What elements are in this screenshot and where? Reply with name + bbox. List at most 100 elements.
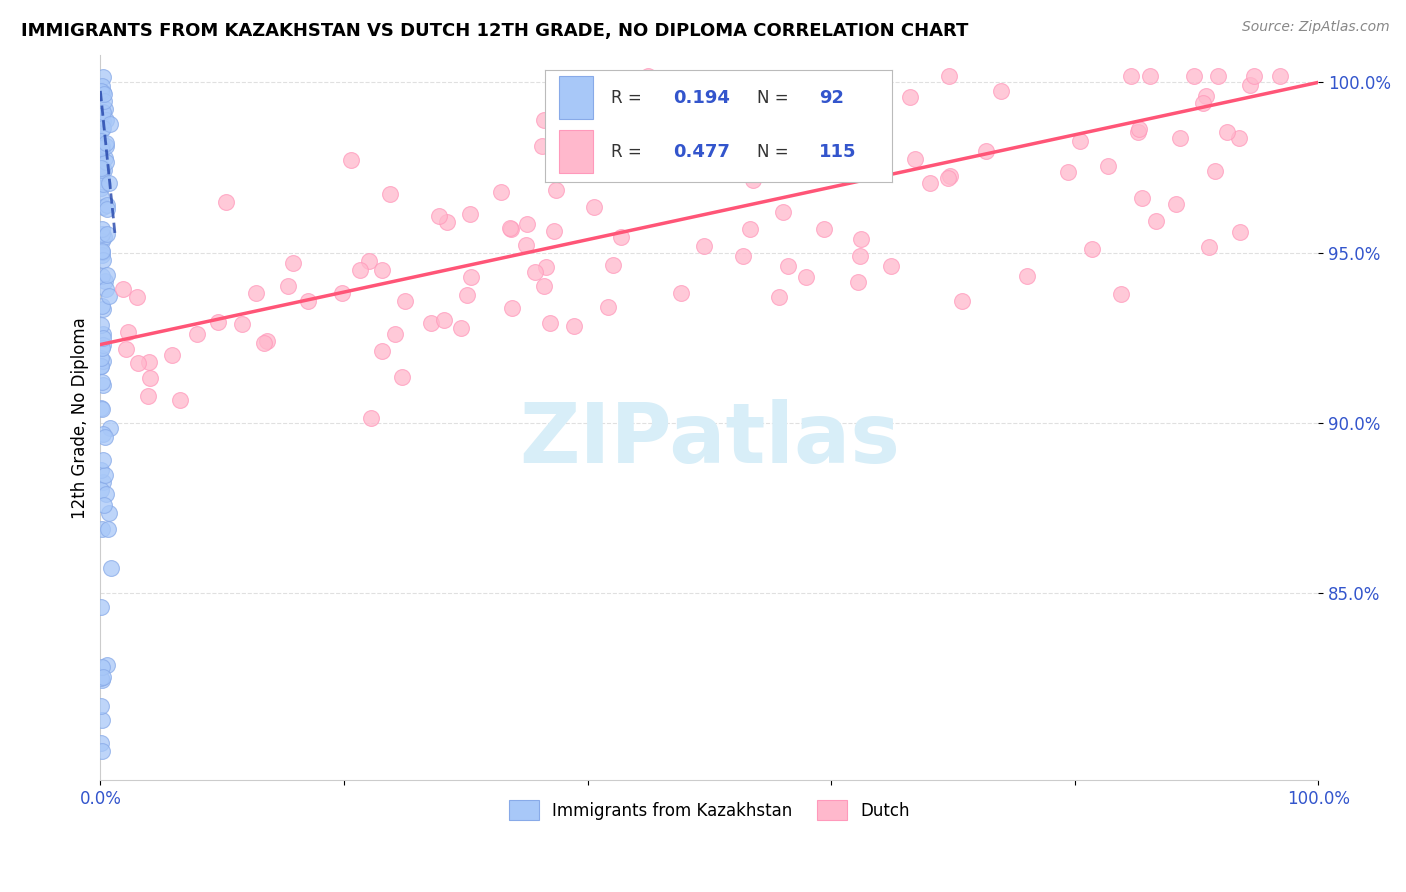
Point [974, 145, 997, 159]
Point [231, 317, 253, 331]
Point [91, 85, 114, 99]
Point [433, 313, 456, 327]
Point [94, 487, 117, 501]
Point [277, 278, 299, 293]
Point [936, 171, 959, 186]
Point [546, 183, 568, 197]
Point [1081, 242, 1104, 256]
Point [849, 249, 872, 263]
Point [499, 222, 522, 236]
Point [94, 112, 117, 127]
Point [91, 244, 114, 259]
Point [256, 334, 278, 348]
Point [162, 348, 184, 362]
Point [1243, 69, 1265, 83]
Point [91, 253, 114, 268]
Point [90, 522, 112, 536]
Point [93, 163, 115, 178]
Point [758, 143, 780, 157]
Point [90, 671, 112, 685]
Point [90, 143, 112, 157]
Point [297, 293, 319, 308]
Point [91, 121, 114, 136]
Point [98, 117, 121, 131]
Point [90, 698, 112, 713]
Point [950, 293, 973, 308]
Point [904, 152, 927, 166]
Point [91, 337, 114, 351]
Point [90, 143, 112, 157]
Point [90, 351, 112, 366]
Point [1057, 165, 1080, 179]
Point [90, 140, 112, 154]
Point [772, 204, 794, 219]
Point [669, 286, 692, 301]
Point [583, 200, 606, 214]
Point [91, 234, 114, 248]
Point [136, 389, 159, 403]
Point [114, 342, 136, 356]
Point [91, 120, 114, 135]
Point [90, 190, 112, 204]
Point [436, 215, 458, 229]
Point [460, 270, 482, 285]
Point [94, 151, 117, 165]
Point [501, 301, 523, 315]
Point [90, 713, 112, 727]
Point [419, 316, 441, 330]
Point [1229, 225, 1251, 239]
Point [93, 430, 115, 444]
Point [731, 249, 754, 263]
Point [94, 282, 117, 296]
Text: ZIPatlas: ZIPatlas [519, 399, 900, 480]
Point [1017, 269, 1039, 284]
Point [91, 163, 114, 178]
Point [813, 221, 835, 235]
Point [90, 463, 112, 477]
Point [94, 154, 117, 169]
Point [111, 282, 134, 296]
Point [693, 238, 716, 252]
Point [117, 325, 139, 339]
Point [1206, 69, 1229, 83]
Point [90, 744, 112, 758]
Point [186, 327, 208, 342]
Point [90, 227, 112, 241]
Point [357, 254, 380, 268]
Point [93, 453, 115, 467]
Point [90, 248, 112, 262]
Point [97, 176, 120, 190]
Point [281, 255, 304, 269]
Point [1128, 121, 1150, 136]
Point [794, 270, 817, 285]
Point [938, 69, 960, 83]
Point [90, 117, 112, 131]
Point [98, 289, 121, 303]
Point [91, 326, 114, 341]
Point [380, 187, 402, 202]
Point [1204, 163, 1226, 178]
Point [602, 258, 624, 272]
Point [138, 355, 160, 369]
Point [96, 657, 118, 672]
Point [90, 359, 112, 374]
Point [90, 659, 112, 673]
Point [1164, 197, 1187, 211]
Point [776, 260, 799, 274]
Point [762, 129, 785, 144]
Point [349, 263, 371, 277]
Point [806, 132, 828, 146]
Point [94, 136, 117, 150]
Point [768, 289, 790, 303]
Point [499, 220, 522, 235]
Point [91, 401, 114, 416]
Point [245, 285, 267, 300]
Point [1239, 78, 1261, 92]
Text: Source: ZipAtlas.com: Source: ZipAtlas.com [1241, 20, 1389, 34]
Point [89, 159, 111, 173]
Point [371, 344, 394, 359]
Point [538, 316, 561, 330]
Point [215, 195, 238, 210]
Point [637, 69, 659, 83]
Point [93, 378, 115, 392]
